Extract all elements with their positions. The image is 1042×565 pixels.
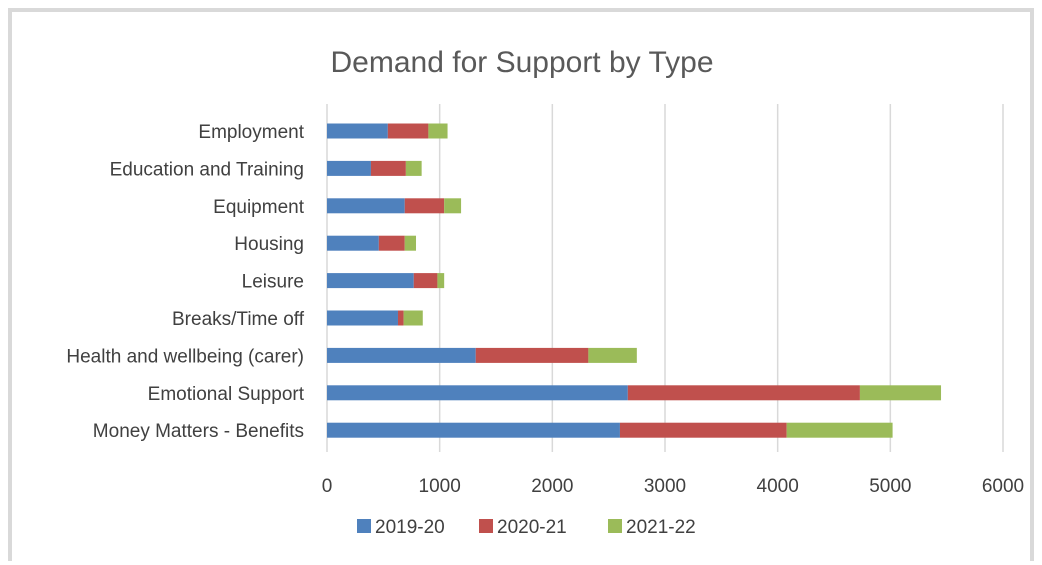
bars (327, 123, 942, 438)
legend-swatch (608, 519, 622, 533)
bar-segment (405, 160, 422, 176)
x-tick-label: 5000 (869, 476, 911, 497)
bar-segment (444, 198, 462, 214)
bar-segment (327, 273, 414, 289)
legend-swatch (479, 519, 493, 533)
bar-segment (327, 422, 620, 438)
gridlines (326, 104, 1004, 452)
bar-segment (619, 422, 787, 438)
category-label: Emotional Support (148, 384, 305, 405)
x-axis-tick-labels: 0 1000 2000 3000 4000 5000 6000 (322, 476, 1024, 497)
category-label: Equipment (213, 197, 305, 218)
bar-segment (437, 273, 445, 289)
category-label: Employment (198, 122, 304, 143)
bar-segment (370, 160, 406, 176)
chart-frame: Demand for Support by Type Employment Edu… (8, 8, 1034, 561)
legend-label: 2021-22 (626, 517, 696, 538)
x-tick-label: 1000 (419, 476, 461, 497)
bar-segment (404, 235, 417, 251)
legend-swatch (357, 519, 371, 533)
bar-segment (327, 160, 371, 176)
bar-segment (428, 123, 448, 139)
bar-segment (588, 347, 637, 363)
x-tick-label: 3000 (644, 476, 686, 497)
legend-label: 2020-21 (497, 517, 567, 538)
bar-segment (378, 235, 405, 251)
x-tick-label: 0 (322, 476, 333, 497)
category-label: Money Matters - Benefits (93, 421, 304, 442)
chart-title: Demand for Support by Type (331, 46, 714, 79)
bar-segment (786, 422, 893, 438)
category-label: Breaks/Time off (172, 309, 305, 330)
bar-segment (327, 347, 476, 363)
bar-segment (327, 123, 388, 139)
legend-label: 2019-20 (375, 517, 445, 538)
bar-segment (327, 198, 405, 214)
bar-segment (387, 123, 429, 139)
bar-segment (404, 198, 445, 214)
category-label: Health and wellbeing (carer) (66, 346, 304, 367)
bar-segment (397, 310, 404, 326)
category-labels: Employment Education and Training Equipmen… (66, 122, 304, 442)
category-label: Leisure (242, 272, 304, 293)
bar-segment (403, 310, 423, 326)
stacked-bar-chart: Demand for Support by Type Employment Edu… (66, 46, 1024, 538)
x-tick-label: 2000 (531, 476, 573, 497)
category-label: Housing (234, 234, 304, 255)
bar-segment (413, 273, 438, 289)
category-label: Education and Training (110, 159, 304, 180)
bar-segment (327, 235, 379, 251)
bar-segment (475, 347, 589, 363)
bar-segment (327, 310, 398, 326)
legend: 2019-20 2020-21 2021-22 (357, 517, 696, 538)
x-tick-label: 4000 (757, 476, 799, 497)
x-tick-label: 6000 (982, 476, 1024, 497)
bar-segment (627, 385, 860, 401)
bar-segment (327, 385, 628, 401)
bar-segment (859, 385, 942, 401)
